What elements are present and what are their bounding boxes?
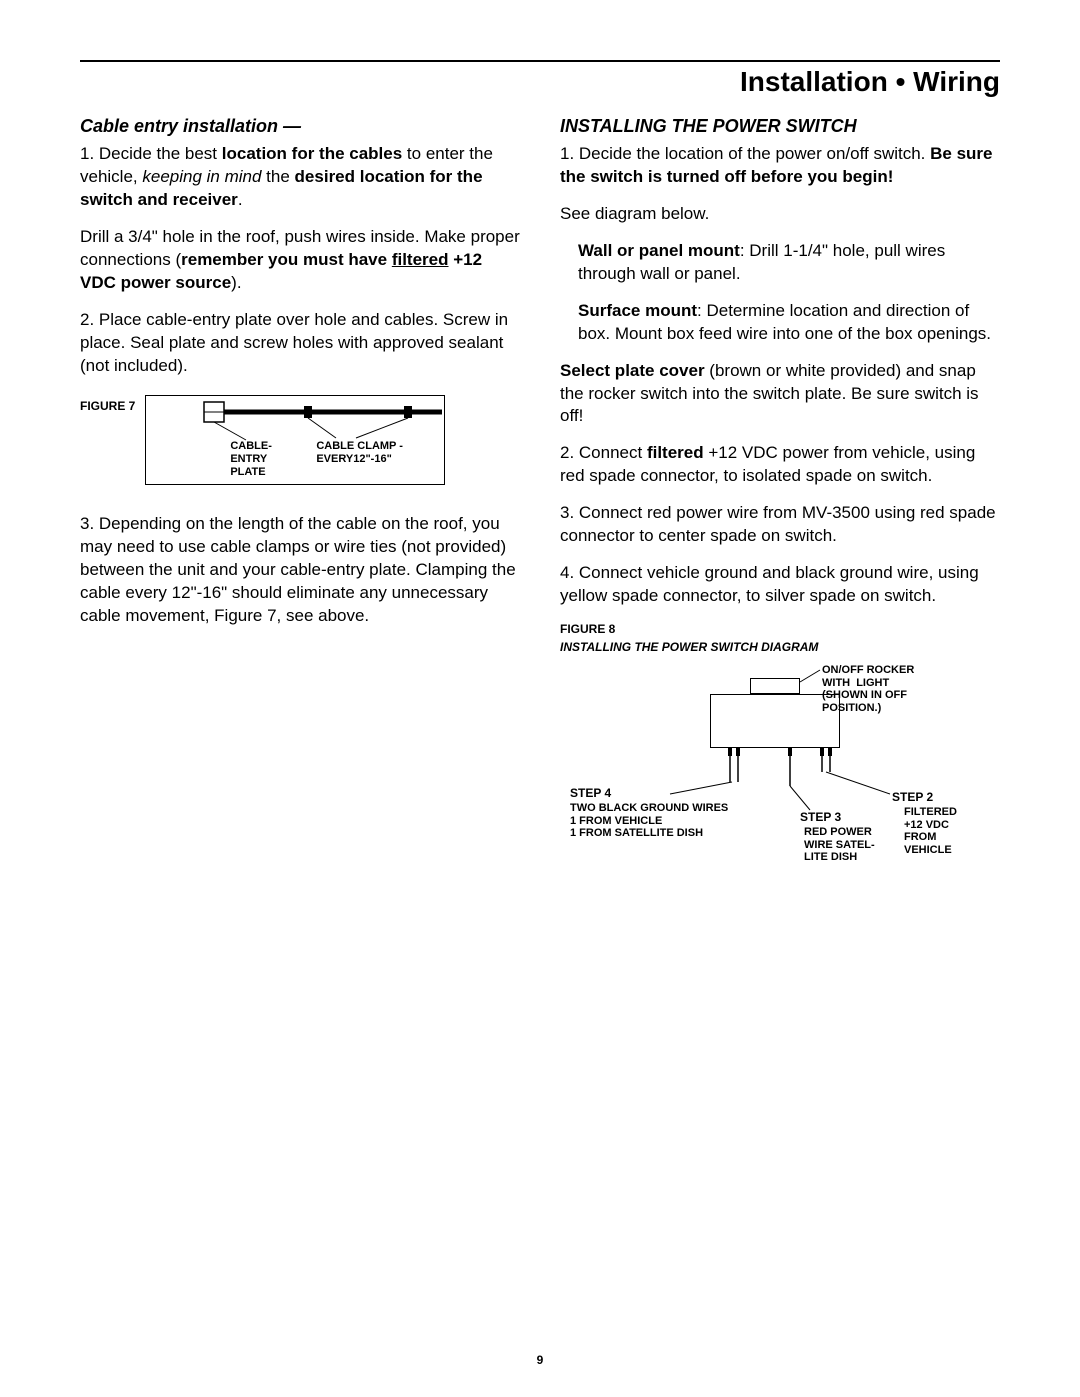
fig8-step4-text: TWO BLACK GROUND WIRES 1 FROM VEHICLE 1 … <box>570 802 728 840</box>
right-para-4: 3. Connect red power wire from MV-3500 u… <box>560 502 1000 548</box>
text-bold: remember you must have <box>181 250 392 269</box>
left-para-4: 3. Depending on the length of the cable … <box>80 513 520 628</box>
text-bold: Surface mount <box>578 301 697 320</box>
right-column: INSTALLING THE POWER SWITCH 1. Decide th… <box>560 116 1000 924</box>
figure-8: ON/OFF ROCKER WITH LIGHT (SHOWN IN OFF P… <box>560 664 1000 924</box>
left-para-2: Drill a 3/4" hole in the roof, push wire… <box>80 226 520 295</box>
text-bold: location for the cables <box>222 144 402 163</box>
left-column: Cable entry installation — 1. Decide the… <box>80 116 520 924</box>
text-bold: filtered <box>647 443 704 462</box>
figure-7-clamp-label: CABLE CLAMP - EVERY12"-16" <box>316 440 403 465</box>
content-columns: Cable entry installation — 1. Decide the… <box>80 116 1000 924</box>
figure-8-subtitle: INSTALLING THE POWER SWITCH DIAGRAM <box>560 640 1000 654</box>
figure-8-label: FIGURE 8 <box>560 622 1000 636</box>
page-header-title: Installation • Wiring <box>80 66 1000 98</box>
fig8-step4: STEP 4 <box>570 786 611 800</box>
left-para-3: 2. Place cable-entry plate over hole and… <box>80 309 520 378</box>
figure-7-plate-label: CABLE- ENTRY PLATE <box>230 440 272 478</box>
fig8-step2-text: FILTERED +12 VDC FROM VEHICLE <box>904 806 957 857</box>
figure-7-label: FIGURE 7 <box>80 395 135 413</box>
text: 2. Connect <box>560 443 647 462</box>
right-heading: INSTALLING THE POWER SWITCH <box>560 116 1000 137</box>
fig8-rocker-label: ON/OFF ROCKER WITH LIGHT (SHOWN IN OFF P… <box>822 664 914 715</box>
text-bold: Select plate cover <box>560 361 705 380</box>
right-para-3: 2. Connect filtered +12 VDC power from v… <box>560 442 1000 488</box>
figure-7: FIGURE 7 CABLE- ENTRY PLATE <box>80 395 520 485</box>
text: 1. Decide the best <box>80 144 222 163</box>
figure-7-box: CABLE- ENTRY PLATE CABLE CLAMP - EVERY12… <box>145 395 445 485</box>
text-bold-underline: filtered <box>392 250 449 269</box>
text: the <box>261 167 294 186</box>
left-heading: Cable entry installation — <box>80 116 520 137</box>
fig8-step3-text: RED POWER WIRE SATEL- LITE DISH <box>804 826 875 864</box>
text-italic: keeping in mind <box>142 167 261 186</box>
fig8-step2: STEP 2 <box>892 790 933 804</box>
text: ). <box>231 273 241 292</box>
text: . <box>238 190 243 209</box>
right-para-2: See diagram below. <box>560 203 1000 226</box>
figure-8-svg <box>560 664 1000 924</box>
right-select-plate: Select plate cover (brown or white provi… <box>560 360 1000 429</box>
right-wall-mount: Wall or panel mount: Drill 1-1/4" hole, … <box>560 240 1000 286</box>
header-rule <box>80 60 1000 62</box>
text-bold: Wall or panel mount <box>578 241 740 260</box>
right-para-5: 4. Connect vehicle ground and black grou… <box>560 562 1000 608</box>
right-surface-mount: Surface mount: Determine location and di… <box>560 300 1000 346</box>
text: 1. Decide the location of the power on/o… <box>560 144 930 163</box>
page-number: 9 <box>0 1353 1080 1367</box>
right-para-1: 1. Decide the location of the power on/o… <box>560 143 1000 189</box>
left-para-1: 1. Decide the best location for the cabl… <box>80 143 520 212</box>
fig8-step3: STEP 3 <box>800 810 841 824</box>
